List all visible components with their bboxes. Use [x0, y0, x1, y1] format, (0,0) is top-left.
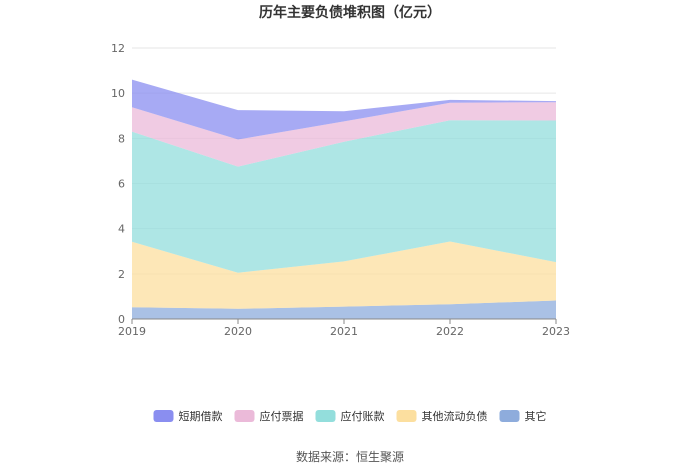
legend-swatch-应付票据[interactable]	[234, 410, 255, 422]
x-tick-label: 2019	[118, 325, 146, 338]
area-短期借款	[132, 79, 556, 140]
y-tick-label: 12	[111, 42, 125, 55]
area-其他流动负债	[132, 241, 556, 309]
legend-swatch-应付账款[interactable]	[315, 410, 336, 422]
x-tick-label: 2021	[330, 325, 358, 338]
y-tick-label: 6	[118, 178, 125, 191]
area-其它	[132, 300, 556, 319]
y-tick-label: 10	[111, 87, 125, 100]
x-tick-label: 2023	[542, 325, 570, 338]
x-tick-label: 2022	[436, 325, 464, 338]
area-series	[132, 79, 556, 319]
y-tick-label: 8	[118, 132, 125, 145]
legend-label[interactable]: 其它	[525, 409, 547, 423]
area-应付账款	[132, 120, 556, 273]
source-note: 数据来源：恒生聚源	[296, 449, 404, 464]
legend: 短期借款 应付票据 应付账款 其他流动负债 其它	[153, 409, 547, 423]
legend-swatch-短期借款[interactable]	[153, 410, 174, 422]
y-tick-label: 2	[118, 268, 125, 281]
legend-label[interactable]: 应付票据	[260, 409, 304, 423]
chart-title: 历年主要负债堆积图（亿元）	[259, 4, 441, 21]
legend-swatch-其它[interactable]	[499, 410, 520, 422]
area-应付票据	[132, 102, 556, 167]
legend-label[interactable]: 短期借款	[179, 409, 223, 423]
axes: 2019 2020 2021 2022 2023	[118, 318, 570, 338]
y-tick-label: 0	[118, 313, 125, 326]
legend-label[interactable]: 应付账款	[341, 409, 385, 423]
legend-swatch-其他流动负债[interactable]	[396, 410, 417, 422]
legend-label[interactable]: 其他流动负债	[422, 409, 488, 423]
y-tick-label: 4	[118, 223, 125, 236]
x-tick-label: 2020	[224, 325, 252, 338]
